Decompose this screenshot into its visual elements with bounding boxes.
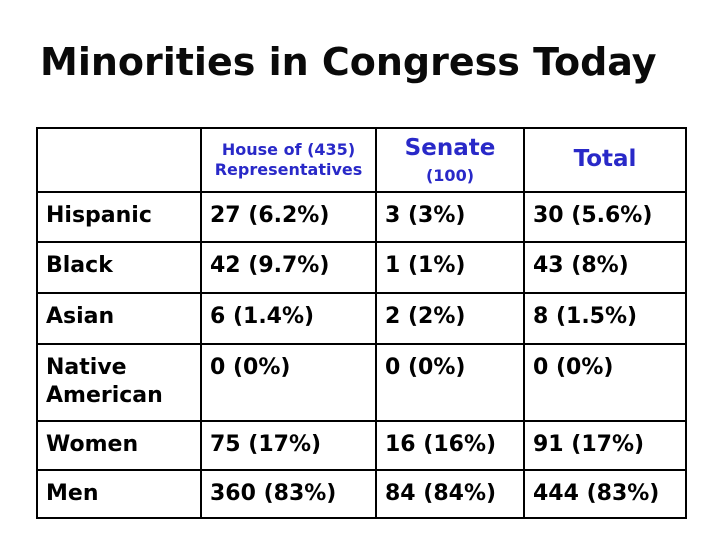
house-header-line1: House of (435) xyxy=(221,140,356,159)
cell-black-senate: 1 (1%) xyxy=(375,241,525,294)
cell-men-total: 444 (83%) xyxy=(523,469,687,519)
row-label-asian: Asian xyxy=(36,292,202,345)
senate-header-main: Senate xyxy=(404,134,496,161)
table-row-hispanic: Hispanic 27 (6.2%) 3 (3%) 30 (5.6%) xyxy=(36,191,687,243)
table-row-men: Men 360 (83%) 84 (84%) 444 (83%) xyxy=(36,469,687,519)
cell-asian-total: 8 (1.5%) xyxy=(523,292,687,345)
table-row-native-american: Native American 0 (0%) 0 (0%) 0 (0%) xyxy=(36,343,687,422)
cell-women-total: 91 (17%) xyxy=(523,420,687,471)
row-label-native-american: Native American xyxy=(36,343,202,422)
table-row-women: Women 75 (17%) 16 (16%) 91 (17%) xyxy=(36,420,687,471)
header-empty-cell xyxy=(36,127,202,193)
cell-hispanic-total: 30 (5.6%) xyxy=(523,191,687,243)
cell-native-american-total: 0 (0%) xyxy=(523,343,687,422)
cell-native-american-senate: 0 (0%) xyxy=(375,343,525,422)
total-header-label: Total xyxy=(573,146,637,173)
table-row-black: Black 42 (9.7%) 1 (1%) 43 (8%) xyxy=(36,241,687,294)
table-row-asian: Asian 6 (1.4%) 2 (2%) 8 (1.5%) xyxy=(36,292,687,345)
cell-native-american-house: 0 (0%) xyxy=(200,343,377,422)
cell-hispanic-house: 27 (6.2%) xyxy=(200,191,377,243)
column-header-house: House of (435) Representatives xyxy=(200,127,377,193)
cell-women-senate: 16 (16%) xyxy=(375,420,525,471)
cell-black-house: 42 (9.7%) xyxy=(200,241,377,294)
cell-asian-house: 6 (1.4%) xyxy=(200,292,377,345)
cell-black-total: 43 (8%) xyxy=(523,241,687,294)
column-header-total: Total xyxy=(523,127,687,193)
house-header-line2: Representatives xyxy=(214,160,363,179)
cell-hispanic-senate: 3 (3%) xyxy=(375,191,525,243)
cell-women-house: 75 (17%) xyxy=(200,420,377,471)
row-label-black: Black xyxy=(36,241,202,294)
row-label-men: Men xyxy=(36,469,202,519)
page-title: Minorities in Congress Today xyxy=(40,40,657,84)
cell-men-house: 360 (83%) xyxy=(200,469,377,519)
senate-header-sub: (100) xyxy=(425,165,475,185)
table-header-row: House of (435) Representatives Senate (1… xyxy=(36,127,687,193)
cell-asian-senate: 2 (2%) xyxy=(375,292,525,345)
column-header-senate: Senate (100) xyxy=(375,127,525,193)
row-label-women: Women xyxy=(36,420,202,471)
cell-men-senate: 84 (84%) xyxy=(375,469,525,519)
minorities-table: House of (435) Representatives Senate (1… xyxy=(36,127,687,519)
row-label-hispanic: Hispanic xyxy=(36,191,202,243)
